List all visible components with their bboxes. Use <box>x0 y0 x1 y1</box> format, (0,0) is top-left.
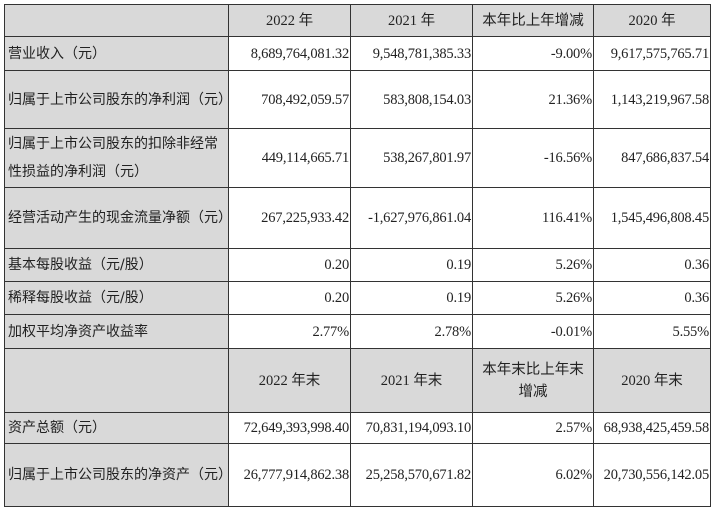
value-cell: 538,267,801.97 <box>350 128 473 188</box>
value-cell: -16.56% <box>472 128 594 188</box>
row-label: 归属于上市公司股东的净利润（元） <box>4 70 232 129</box>
row-label: 基本每股收益（元/股） <box>4 248 229 282</box>
value-cell: 21.36% <box>472 70 594 129</box>
value-cell: 20,730,556,142.05 <box>593 443 711 507</box>
value-cell: 2.57% <box>472 412 594 444</box>
header-blank-cell <box>4 4 229 37</box>
row-label: 经营活动产生的现金流量净额（元） <box>4 187 232 249</box>
value-cell: 25,258,570,671.82 <box>350 443 473 507</box>
table-row: 归属于上市公司股东的扣除非经常性损益的净利润（元） 449,114,665.71 5… <box>4 128 711 188</box>
column-header: 2021 年末 <box>350 348 473 413</box>
column-header: 2022 年末 <box>228 348 351 413</box>
value-cell: 2.77% <box>228 314 351 349</box>
value-cell: 72,649,393,998.40 <box>228 412 351 444</box>
table-row: 稀释每股收益（元/股） 0.20 0.19 5.26% 0.36 <box>4 281 711 315</box>
value-cell: 26,777,914,862.38 <box>228 443 351 507</box>
column-header: 2021 年 <box>350 4 473 37</box>
table-row: 归属于上市公司股东的净利润（元） 708,492,059.57 583,808,15… <box>4 70 711 129</box>
value-cell: 5.26% <box>472 281 594 315</box>
value-cell: 9,617,575,765.71 <box>593 36 711 71</box>
column-header: 2020 年 <box>593 4 711 37</box>
value-cell: 0.36 <box>593 281 711 315</box>
financial-summary-table: 2022 年 2021 年本年比上年增减 2020 年营业收入（元） 8,689,76… <box>4 4 711 507</box>
value-cell: 1,143,219,967.58 <box>593 70 711 129</box>
value-cell: -1,627,976,861.04 <box>350 187 473 249</box>
value-cell: 116.41% <box>472 187 594 249</box>
row-label: 资产总额（元） <box>4 412 229 444</box>
value-cell: 70,831,194,093.10 <box>350 412 473 444</box>
value-cell: 0.36 <box>593 248 711 282</box>
column-header: 2022 年 <box>228 4 351 37</box>
row-label: 加权平均净资产收益率 <box>4 314 229 349</box>
value-cell: 5.26% <box>472 248 594 282</box>
column-header: 本年比上年增减 <box>472 4 594 37</box>
value-cell: -9.00% <box>472 36 594 71</box>
value-cell: 0.20 <box>228 281 351 315</box>
table-row: 资产总额（元） 72,649,393,998.40 70,831,194,093.1… <box>4 412 711 444</box>
row-label: 归属于上市公司股东的净资产（元） <box>4 443 232 507</box>
table-row: 基本每股收益（元/股） 0.20 0.19 5.26% 0.36 <box>4 248 711 282</box>
value-cell: 267,225,933.42 <box>228 187 351 249</box>
value-cell: 0.19 <box>350 248 473 282</box>
value-cell: 68,938,425,459.58 <box>593 412 711 444</box>
header-blank-cell <box>4 348 229 413</box>
value-cell: 0.19 <box>350 281 473 315</box>
value-cell: 2.78% <box>350 314 473 349</box>
column-header: 本年末比上年末增减 <box>472 348 594 413</box>
value-cell: 8,689,764,081.32 <box>228 36 351 71</box>
table-row: 经营活动产生的现金流量净额（元） 267,225,933.42 -1,627,976… <box>4 187 711 249</box>
value-cell: 449,114,665.71 <box>228 128 351 188</box>
value-cell: 1,545,496,808.45 <box>593 187 711 249</box>
value-cell: 5.55% <box>593 314 711 349</box>
value-cell: 0.20 <box>228 248 351 282</box>
value-cell: 847,686,837.54 <box>593 128 711 188</box>
value-cell: -0.01% <box>472 314 594 349</box>
header-row: 2022 年末 2021 年末 本年末比上年末增减 2020 年末 <box>4 348 711 413</box>
table-row: 营业收入（元） 8,689,764,081.32 9,548,781,385.33-… <box>4 36 711 71</box>
value-cell: 708,492,059.57 <box>228 70 351 129</box>
row-label: 归属于上市公司股东的扣除非经常性损益的净利润（元） <box>4 128 229 188</box>
table-row: 加权平均净资产收益率 2.77% 2.78% -0.01% 5.55% <box>4 314 711 349</box>
value-cell: 6.02% <box>472 443 594 507</box>
row-label: 稀释每股收益（元/股） <box>4 281 229 315</box>
table-row: 归属于上市公司股东的净资产（元） 26,777,914,862.38 25,258,… <box>4 443 711 507</box>
header-row: 2022 年 2021 年本年比上年增减 2020 年 <box>4 4 711 37</box>
column-header: 2020 年末 <box>593 348 711 413</box>
value-cell: 9,548,781,385.33 <box>350 36 473 71</box>
value-cell: 583,808,154.03 <box>350 70 473 129</box>
row-label: 营业收入（元） <box>4 36 229 71</box>
